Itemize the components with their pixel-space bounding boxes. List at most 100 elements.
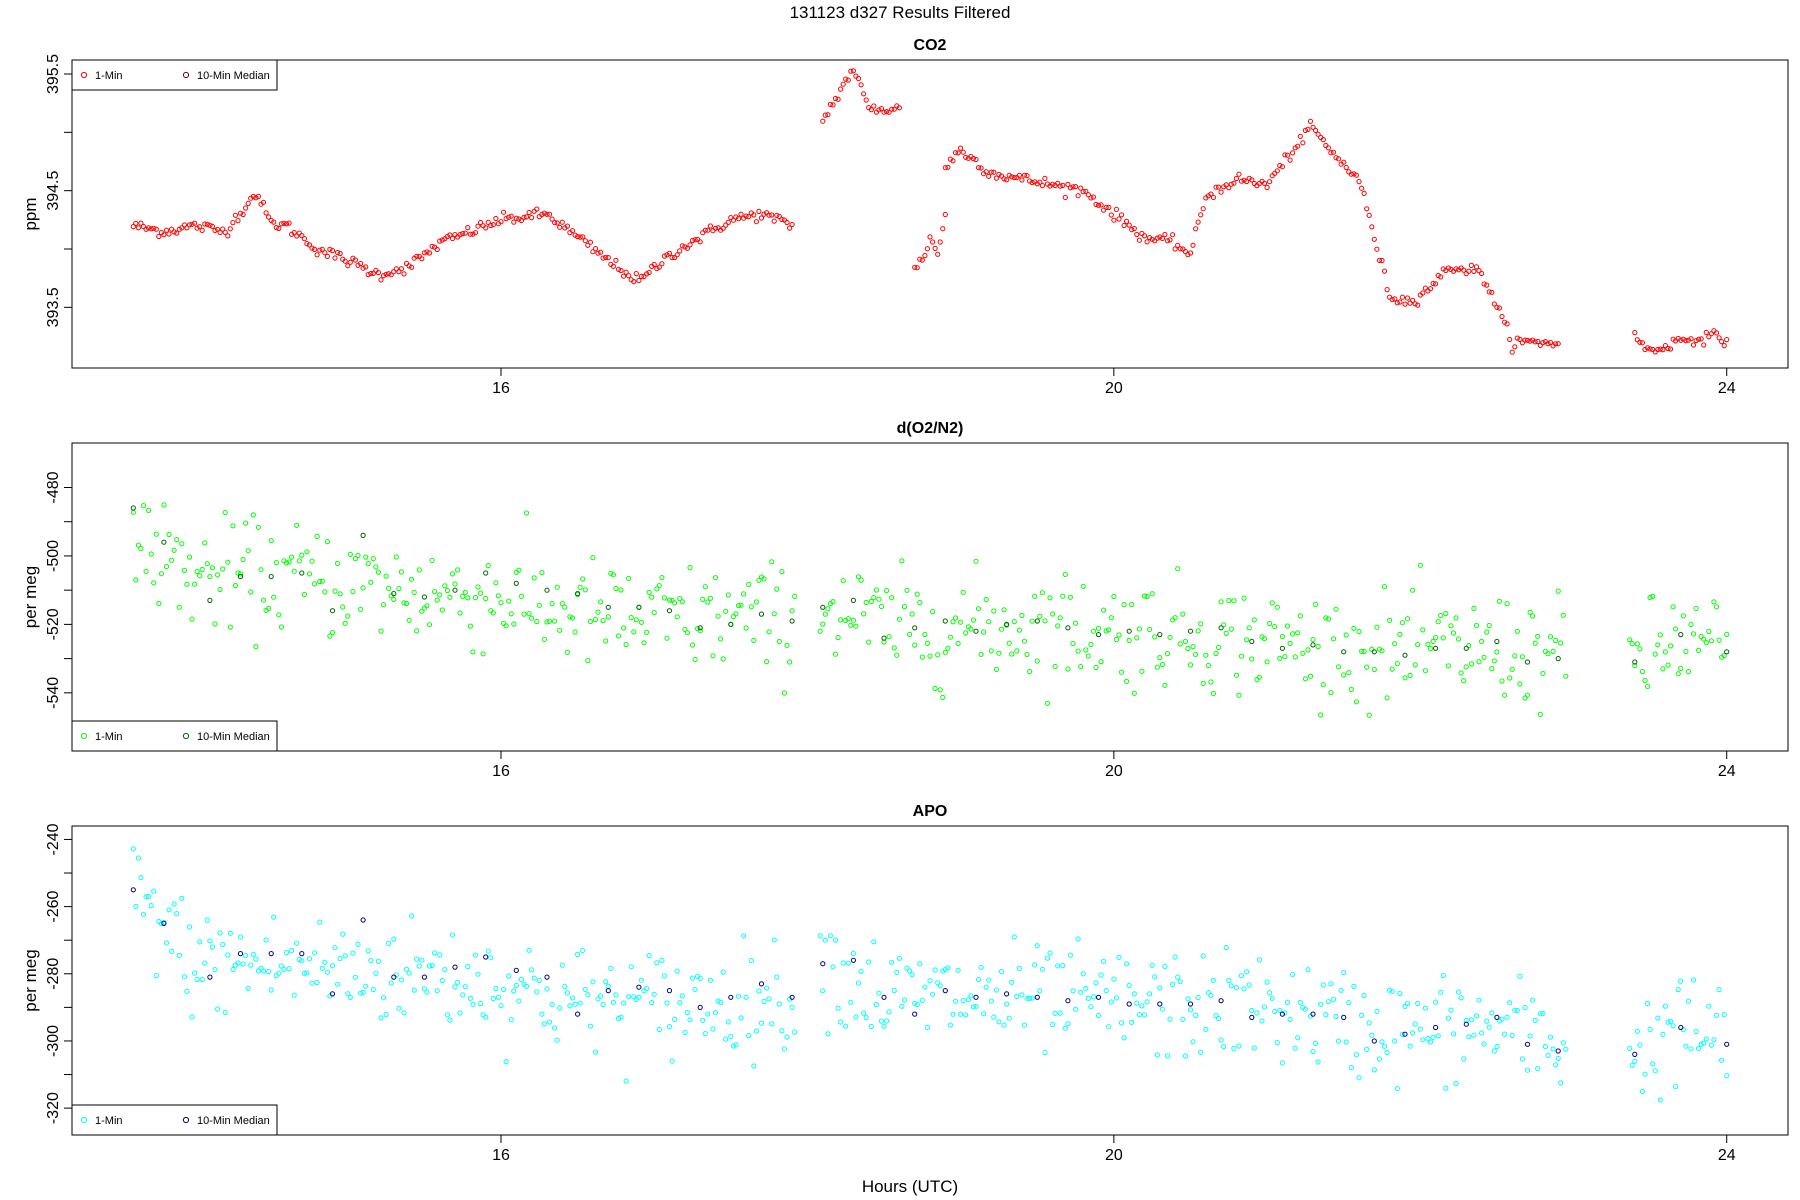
one-min-point [1067,952,1074,958]
one-min-point [689,237,696,244]
one-min-point [409,576,415,582]
one-min-point [1637,1042,1643,1048]
one-min-point [776,213,782,220]
one-min-point [707,977,714,983]
ten-min-median-point [881,635,887,641]
one-min-point [651,261,657,268]
one-min-point [820,118,826,124]
one-min-point [840,960,846,966]
one-min-point [1300,1005,1306,1011]
ten-min-median-point [728,994,734,1000]
one-min-point [1553,1062,1559,1068]
one-min-point [360,265,366,271]
one-min-point [692,656,698,663]
ten-min-median-point [666,988,673,994]
one-min-point [1550,648,1556,654]
one-min-point [564,223,571,229]
one-min-point [1456,989,1462,995]
ten-min-median-point [1555,656,1561,662]
one-min-point [1034,943,1040,949]
one-min-point [1116,632,1122,638]
one-min-point [1228,626,1234,632]
one-min-point [649,1000,655,1006]
one-min-point [403,600,410,607]
one-min-point [723,1036,729,1042]
one-min-point [470,231,476,237]
one-min-point [1532,1017,1538,1023]
ten-min-median-point [912,1011,918,1017]
one-min-point [342,620,348,626]
one-min-point [1341,969,1347,976]
one-min-point [283,560,290,566]
one-min-point [1313,601,1319,608]
ten-min-median-point [973,628,979,634]
one-min-point [312,246,318,252]
one-min-point [301,236,307,242]
one-min-point [917,256,923,262]
one-min-point [1101,958,1107,965]
one-min-point [1399,1031,1406,1038]
one-min-point [687,242,693,248]
one-min-point [712,225,719,231]
one-min-point [475,584,481,590]
one-min-point [1351,625,1357,631]
one-min-point [1693,1028,1699,1035]
one-min-point [761,576,767,582]
one-min-point [636,994,642,1000]
one-min-point [1535,633,1541,639]
one-min-point [1318,712,1324,718]
one-min-point [1116,954,1122,960]
one-min-point [439,237,445,243]
one-min-point [1052,1010,1058,1016]
one-min-point [546,618,553,624]
one-min-point [148,551,154,557]
one-min-point [1001,607,1007,613]
one-min-point [1011,175,1017,181]
one-min-point [843,76,849,82]
one-min-point [314,533,320,540]
one-min-point [1226,185,1232,191]
one-min-point [1346,670,1352,676]
one-min-point [508,611,514,617]
one-min-point [1014,993,1020,1000]
one-min-point [166,907,172,913]
one-min-point [457,1010,463,1016]
one-min-point [421,605,427,611]
one-min-point [1282,152,1288,158]
one-min-point [1657,1097,1663,1103]
one-min-point [462,984,468,990]
one-min-point [692,986,698,992]
ten-min-median-point [697,1004,703,1011]
one-min-point [1167,237,1173,243]
one-min-point [677,1000,683,1006]
one-min-point [1226,977,1232,984]
one-min-point [286,220,292,226]
one-min-point [1688,336,1694,342]
one-min-point [945,965,951,971]
one-min-point [659,261,665,267]
one-min-point [1136,1012,1143,1018]
one-min-point [996,1019,1002,1025]
one-min-point [598,599,604,605]
one-min-point [1540,1010,1546,1016]
one-min-point [1330,996,1337,1003]
one-min-point [406,970,412,976]
ten-min-median-point [237,573,244,580]
one-min-point [1177,979,1183,985]
one-min-point [133,220,139,226]
one-min-point [1392,1038,1398,1044]
one-min-point [1328,150,1334,156]
one-min-point [1690,342,1697,348]
one-min-point [337,591,343,597]
ten-min-median-point [1126,628,1132,634]
ten-min-median-point [1463,1021,1469,1027]
one-min-point [1042,618,1048,624]
one-min-point [779,216,785,223]
one-min-point [1162,963,1168,970]
one-min-point [756,577,762,584]
one-min-point [1203,1026,1209,1032]
one-min-point [329,963,336,969]
one-min-point [958,145,964,151]
one-min-point [1208,679,1214,685]
ten-min-median-point [1157,1001,1163,1007]
